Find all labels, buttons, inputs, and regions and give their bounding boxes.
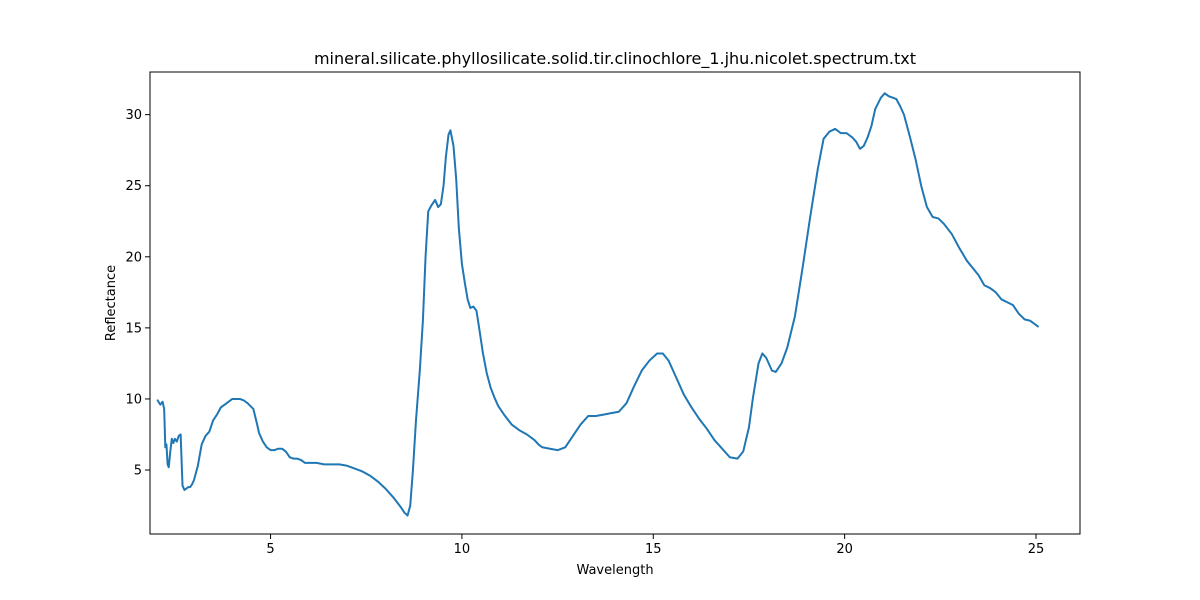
x-tick-label: 20: [836, 542, 853, 557]
chart-title: mineral.silicate.phyllosilicate.solid.ti…: [314, 49, 916, 69]
plot-area: [156, 92, 1039, 517]
x-tick-label: 25: [1028, 542, 1045, 557]
y-tick-label: 20: [125, 250, 142, 265]
x-tick-label: 5: [266, 542, 274, 557]
x-axis-label: Wavelength: [576, 563, 653, 578]
y-tick-label: 5: [134, 464, 142, 479]
series-line-1: [156, 92, 1039, 517]
y-tick-label: 15: [125, 321, 142, 336]
y-tick-label: 10: [125, 392, 142, 407]
y-axis: 5 10 15 20 25 30: [125, 108, 150, 479]
x-tick-label: 10: [454, 542, 471, 557]
y-axis-label: Reflectance: [104, 265, 119, 341]
x-tick-label: 15: [645, 542, 662, 557]
plot-frame: [149, 71, 1081, 535]
x-axis: 5 10 15 20 25: [266, 534, 1044, 557]
y-tick-label: 30: [125, 108, 142, 123]
y-tick-label: 25: [125, 179, 142, 194]
